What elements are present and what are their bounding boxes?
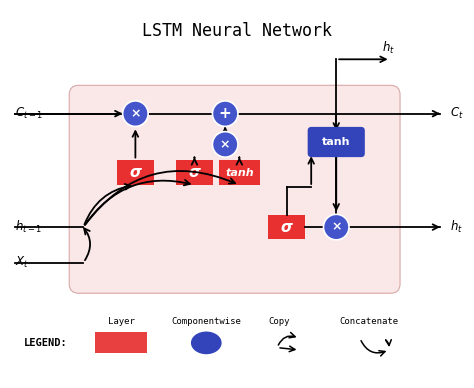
Circle shape	[123, 101, 148, 126]
FancyBboxPatch shape	[176, 161, 213, 185]
Circle shape	[323, 214, 349, 240]
Text: ×: ×	[130, 107, 141, 120]
FancyBboxPatch shape	[69, 85, 400, 293]
FancyBboxPatch shape	[268, 215, 305, 239]
FancyBboxPatch shape	[95, 333, 147, 353]
Text: ×: ×	[331, 221, 341, 234]
Circle shape	[212, 132, 238, 157]
FancyBboxPatch shape	[117, 161, 154, 185]
Text: $h_t$: $h_t$	[382, 40, 395, 55]
Text: σ: σ	[129, 165, 141, 180]
Text: $h_{t-1}$: $h_{t-1}$	[15, 219, 42, 235]
Text: LSTM Neural Network: LSTM Neural Network	[142, 22, 332, 40]
Text: tanh: tanh	[225, 168, 254, 178]
Text: ×: ×	[220, 138, 230, 151]
Circle shape	[212, 101, 238, 126]
FancyBboxPatch shape	[0, 3, 474, 385]
Text: σ: σ	[189, 165, 201, 180]
Text: $h_t$: $h_t$	[450, 219, 463, 235]
Text: +: +	[219, 106, 232, 121]
Text: LEGEND:: LEGEND:	[24, 338, 68, 348]
FancyBboxPatch shape	[219, 161, 260, 185]
Ellipse shape	[191, 331, 222, 354]
Text: Concatenate: Concatenate	[340, 317, 399, 326]
Text: σ: σ	[281, 220, 292, 235]
FancyBboxPatch shape	[308, 127, 365, 157]
Text: $X_t$: $X_t$	[15, 255, 29, 270]
Text: $C_t$: $C_t$	[450, 106, 464, 121]
Text: Componentwise: Componentwise	[171, 317, 241, 326]
Text: tanh: tanh	[322, 137, 350, 147]
Text: $C_{t-1}$: $C_{t-1}$	[15, 106, 43, 121]
Text: Layer: Layer	[108, 317, 135, 326]
Text: Copy: Copy	[269, 317, 290, 326]
